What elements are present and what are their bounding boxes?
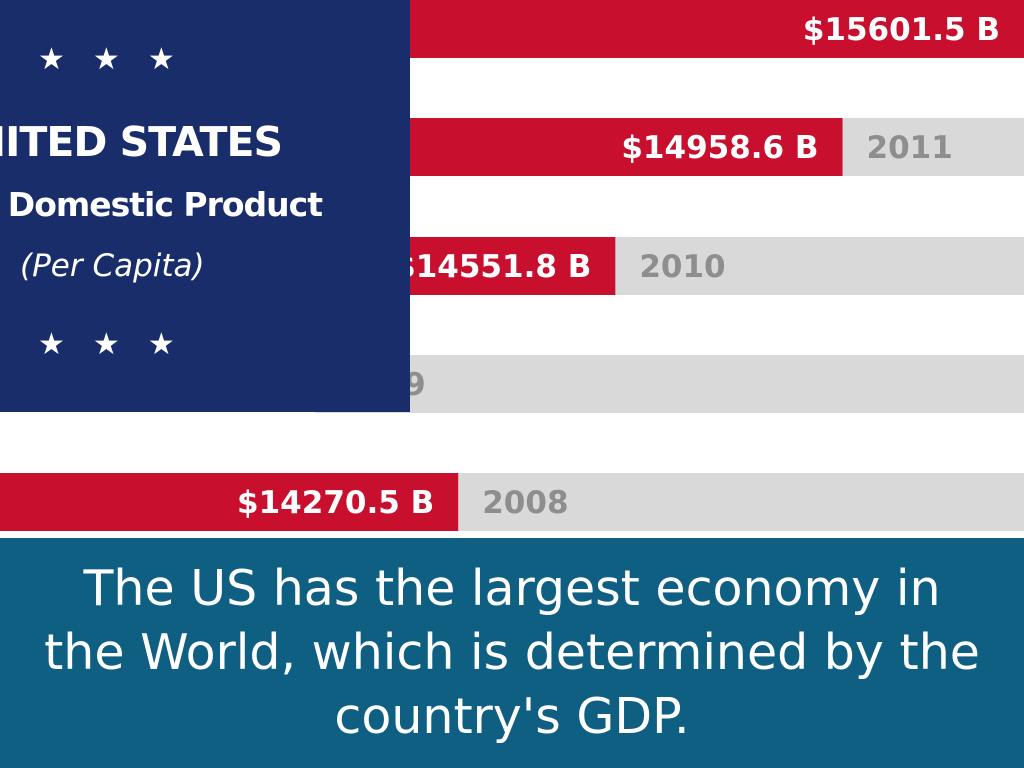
star-icon: ★ <box>92 42 120 77</box>
chart-title: NITED STATES <box>0 118 283 166</box>
year-label: 2010 <box>639 249 725 285</box>
year-label: 2008 <box>482 485 568 521</box>
caption-panel: The US has the largest economy in the Wo… <box>0 538 1024 768</box>
gdp-bar <box>410 118 843 176</box>
gdp-flag-chart: $15601.5 B 2011 $14958.6 B 2010 $14551.8 B 20… <box>0 0 1024 531</box>
star-icon: ★ <box>147 42 175 77</box>
year-box <box>615 237 1024 295</box>
year-box <box>315 355 1024 413</box>
star-icon: ★ <box>38 327 65 362</box>
star-icon: ★ <box>147 327 175 362</box>
year-label: 2011 <box>867 130 953 166</box>
star-row-bottom: ★ ★ ★ <box>38 330 208 360</box>
value-label: $14958.6 B <box>621 130 818 166</box>
gdp-bar <box>410 237 616 295</box>
gdp-bar <box>0 473 459 531</box>
star-icon: ★ <box>92 327 120 362</box>
value-label: $14551.8 B <box>394 249 591 285</box>
flag-canton: ★ ★ ★ NITED STATES s Domestic Product (P… <box>0 0 410 412</box>
star-row-top: ★ ★ ★ <box>38 45 208 75</box>
star-icon: ★ <box>38 42 65 77</box>
value-label: $14270.5 B <box>237 485 434 521</box>
value-label: $15601.5 B <box>803 12 1000 48</box>
gdp-bar <box>410 0 1024 58</box>
year-box <box>458 473 1024 531</box>
year-box <box>842 118 1024 176</box>
caption-text: The US has the largest economy in the Wo… <box>44 560 980 745</box>
chart-subtitle: s Domestic Product <box>0 185 323 224</box>
chart-subtitle-per-capita: (Per Capita) <box>20 248 205 284</box>
